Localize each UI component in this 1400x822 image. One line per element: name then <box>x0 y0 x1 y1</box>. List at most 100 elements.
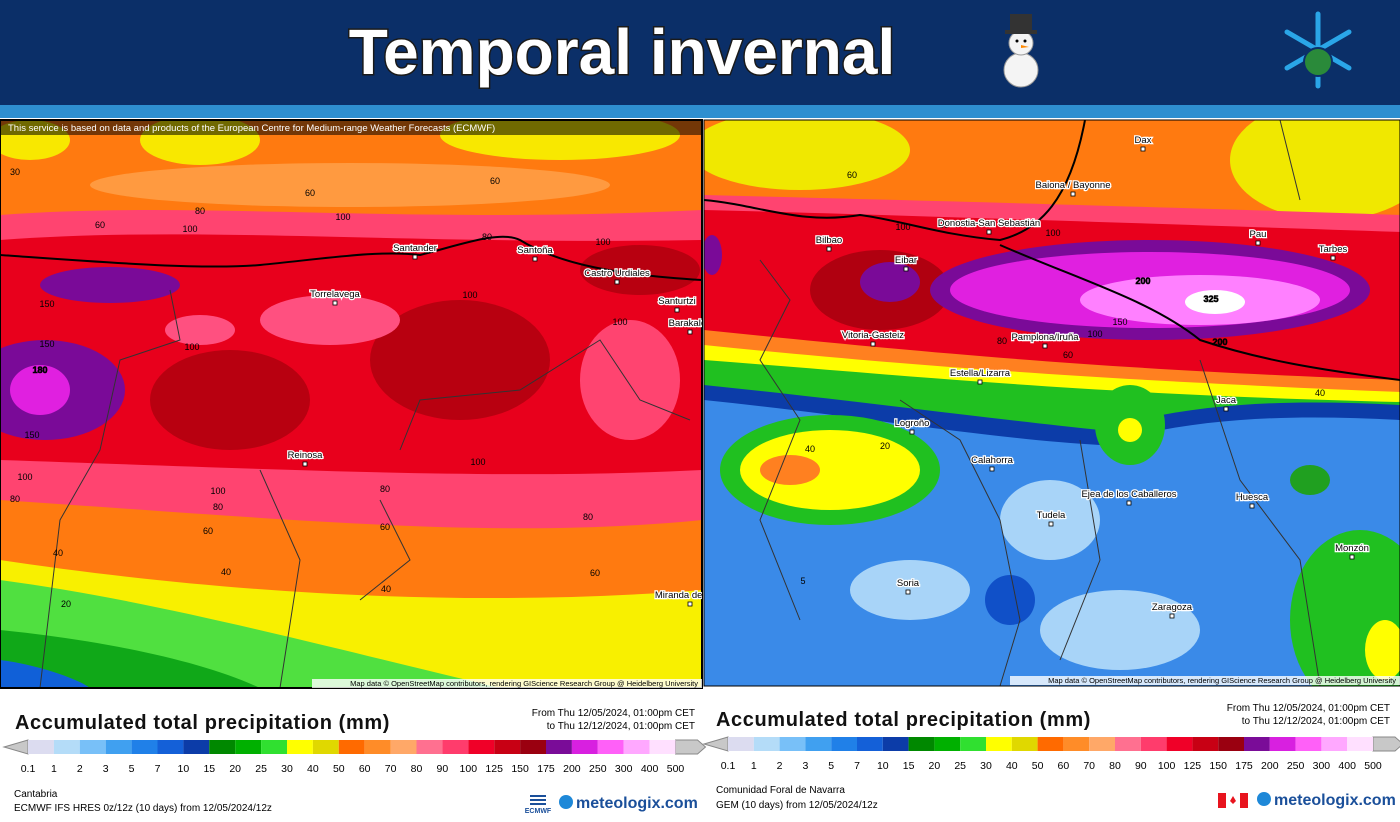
contour-label: 80 <box>482 232 492 242</box>
legend-swatch <box>287 740 313 754</box>
legend-label: 400 <box>641 763 659 775</box>
place-dot <box>909 429 915 435</box>
legend-swatch <box>1218 737 1244 751</box>
legend-label: 125 <box>1184 760 1202 772</box>
legend-swatch <box>986 737 1012 751</box>
contour-label: 100 <box>17 472 32 482</box>
contour-label: 100 <box>895 222 910 232</box>
place-label: Vitoria-Gasteiz <box>842 330 904 341</box>
place-dot <box>674 307 680 313</box>
left-map <box>0 120 702 688</box>
contour-label: 60 <box>490 176 500 186</box>
place-dot <box>1048 521 1054 527</box>
attribution: This service is based on data and produc… <box>8 123 495 134</box>
place-dot <box>332 300 338 306</box>
place-label: Tudela <box>1037 510 1066 521</box>
place-dot <box>1169 613 1175 619</box>
legend-arrow <box>1372 736 1400 752</box>
legend-swatch <box>520 740 546 754</box>
model: GEM (10 days) from 12/05/2024/12z <box>716 800 878 811</box>
place-dot <box>687 329 693 335</box>
right-map <box>704 120 1400 686</box>
legend-label: 1 <box>751 760 757 772</box>
place-label: Torrelavega <box>310 289 360 300</box>
legend-label: 0.1 <box>721 760 736 772</box>
legend-swatch <box>390 740 417 754</box>
legend-label: 300 <box>1313 760 1331 772</box>
legend-swatch <box>805 737 832 751</box>
legend-label: 150 <box>1209 760 1227 772</box>
legend-label: 10 <box>877 760 889 772</box>
legend-label: 20 <box>229 763 241 775</box>
place-dot <box>614 279 620 285</box>
legend-label: 200 <box>563 763 581 775</box>
place-dot <box>1126 500 1132 506</box>
contour-label: 40 <box>1315 388 1325 398</box>
contour-label: 40 <box>805 444 815 454</box>
legend-label: 250 <box>589 763 607 775</box>
legend-swatch <box>597 740 624 754</box>
legend-label: 2 <box>777 760 783 772</box>
place-dot <box>1042 343 1048 349</box>
place-label: Barakaldo <box>669 318 712 329</box>
contour-label: 325 <box>1203 294 1218 304</box>
legend-swatch <box>157 740 184 754</box>
legend-swatch <box>1115 737 1141 751</box>
legend-swatch <box>960 737 986 751</box>
contour-label: 80 <box>213 502 223 512</box>
ecmwf-icon <box>530 795 546 805</box>
legend-label: 3 <box>103 763 109 775</box>
contour-label: 30 <box>10 167 20 177</box>
legend-label: 7 <box>155 763 161 775</box>
legend-swatch <box>857 737 883 751</box>
place-dot <box>302 461 308 467</box>
legend-swatch <box>779 737 806 751</box>
contour-label: 80 <box>195 206 205 216</box>
legend-label: 0.1 <box>21 763 36 775</box>
contour-label: 40 <box>53 548 63 558</box>
legend-swatch <box>753 737 780 751</box>
legend-label: 175 <box>537 763 555 775</box>
contour-label: 20 <box>61 599 71 609</box>
legend-label: 40 <box>307 763 319 775</box>
legend-label: 250 <box>1287 760 1305 772</box>
legend-swatch <box>546 740 572 754</box>
legend-swatch <box>1269 737 1296 751</box>
legend-label: 80 <box>411 763 423 775</box>
header-bar <box>0 0 1400 105</box>
place-dot <box>532 256 538 262</box>
legend-label: 60 <box>1058 760 1070 772</box>
legend-label: 30 <box>980 760 992 772</box>
legend-label: 70 <box>1083 760 1095 772</box>
brand: meteologix.com <box>576 795 698 812</box>
place-dot <box>412 254 418 260</box>
legend-arrow <box>675 739 707 755</box>
contour-label: 100 <box>210 486 225 496</box>
legend-label: 100 <box>1158 760 1176 772</box>
place-dot <box>1349 554 1355 560</box>
legend-label: 15 <box>203 763 215 775</box>
header-stripe <box>0 105 1400 118</box>
legend-label: 50 <box>333 763 345 775</box>
legend-swatch <box>28 740 54 754</box>
place-label: Logroño <box>895 418 930 429</box>
legend-title: Accumulated total precipitation (mm) <box>15 712 390 734</box>
place-label: Monzón <box>1335 543 1369 554</box>
contour-label: 60 <box>1063 350 1073 360</box>
contour-label: 200 <box>1135 276 1150 286</box>
region: Comunidad Foral de Navarra <box>716 785 845 796</box>
legend-from: From Thu 12/05/2024, 01:00pm CET <box>532 708 695 719</box>
legend-swatch <box>1063 737 1090 751</box>
legend-swatch <box>364 740 391 754</box>
place-label: Eibar <box>895 255 917 266</box>
legend-swatch <box>1295 737 1322 751</box>
legend-label: 100 <box>460 763 478 775</box>
legend-swatch <box>312 740 339 754</box>
place-label: Reinosa <box>288 450 324 461</box>
legend-swatch <box>131 740 158 754</box>
legend-label: 200 <box>1261 760 1279 772</box>
legend-label: 90 <box>437 763 449 775</box>
contour-label: 60 <box>203 526 213 536</box>
brand: meteologix.com <box>1274 792 1396 809</box>
